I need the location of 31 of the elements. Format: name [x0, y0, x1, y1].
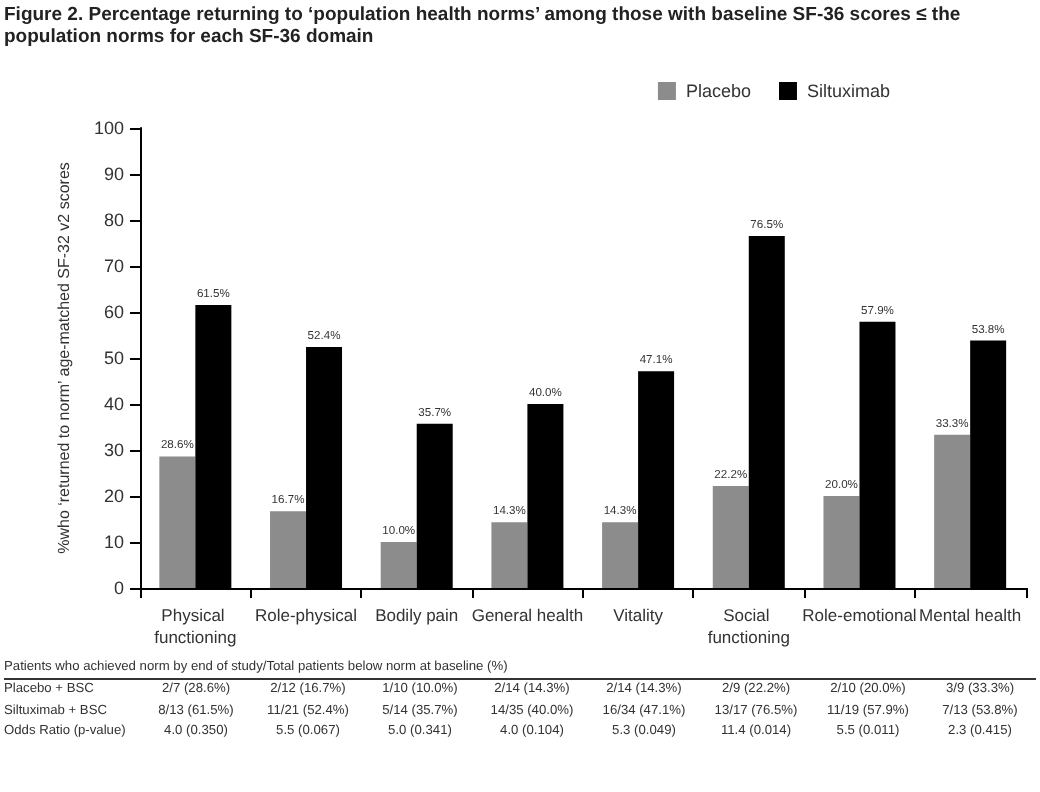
legend-label: Placebo [685, 81, 751, 101]
x-tick-label: Mental health [919, 605, 1022, 625]
bar [491, 522, 528, 588]
y-tick-label: 60 [103, 302, 124, 322]
y-tick-label: 80 [103, 210, 124, 230]
bar [934, 434, 971, 588]
legend-label: Siltuximab [806, 81, 890, 101]
bar [159, 456, 196, 588]
x-tick-label: Physical functioning [154, 605, 237, 647]
y-tick-label: 90 [103, 164, 124, 184]
x-tick-label: Social functioning [707, 605, 791, 647]
bar [602, 522, 639, 588]
bar [270, 511, 307, 588]
y-tick-label: 0 [113, 578, 124, 598]
x-tick-label: Role-emotional [802, 605, 917, 625]
x-tick-label: General health [471, 605, 584, 625]
bar [823, 496, 860, 588]
chart-title: Figure 2. Percentage returning to ‘population health norms’ among those with baseline SF-36 scores ≤ the population norms for each SF-36 domain [4, 4, 963, 48]
y-tick-label: 40 [103, 394, 124, 414]
x-tick-label: Bodily pain [375, 605, 459, 625]
y-tick-label: 10 [103, 532, 124, 552]
y-tick-label: 70 [103, 256, 124, 276]
y-tick-label: 50 [103, 348, 124, 368]
x-tick-label: Vitality [613, 605, 665, 625]
bar [712, 485, 749, 588]
y-tick-label: 30 [103, 440, 124, 460]
y-axis-title: %who ‘returned to norm’ age-matched SF-32 v2 scores [55, 162, 74, 554]
x-tick-label: Role-physical [255, 605, 358, 625]
y-tick-label: 100 [93, 118, 124, 138]
bar [380, 542, 417, 588]
y-tick-label: 20 [103, 486, 124, 506]
